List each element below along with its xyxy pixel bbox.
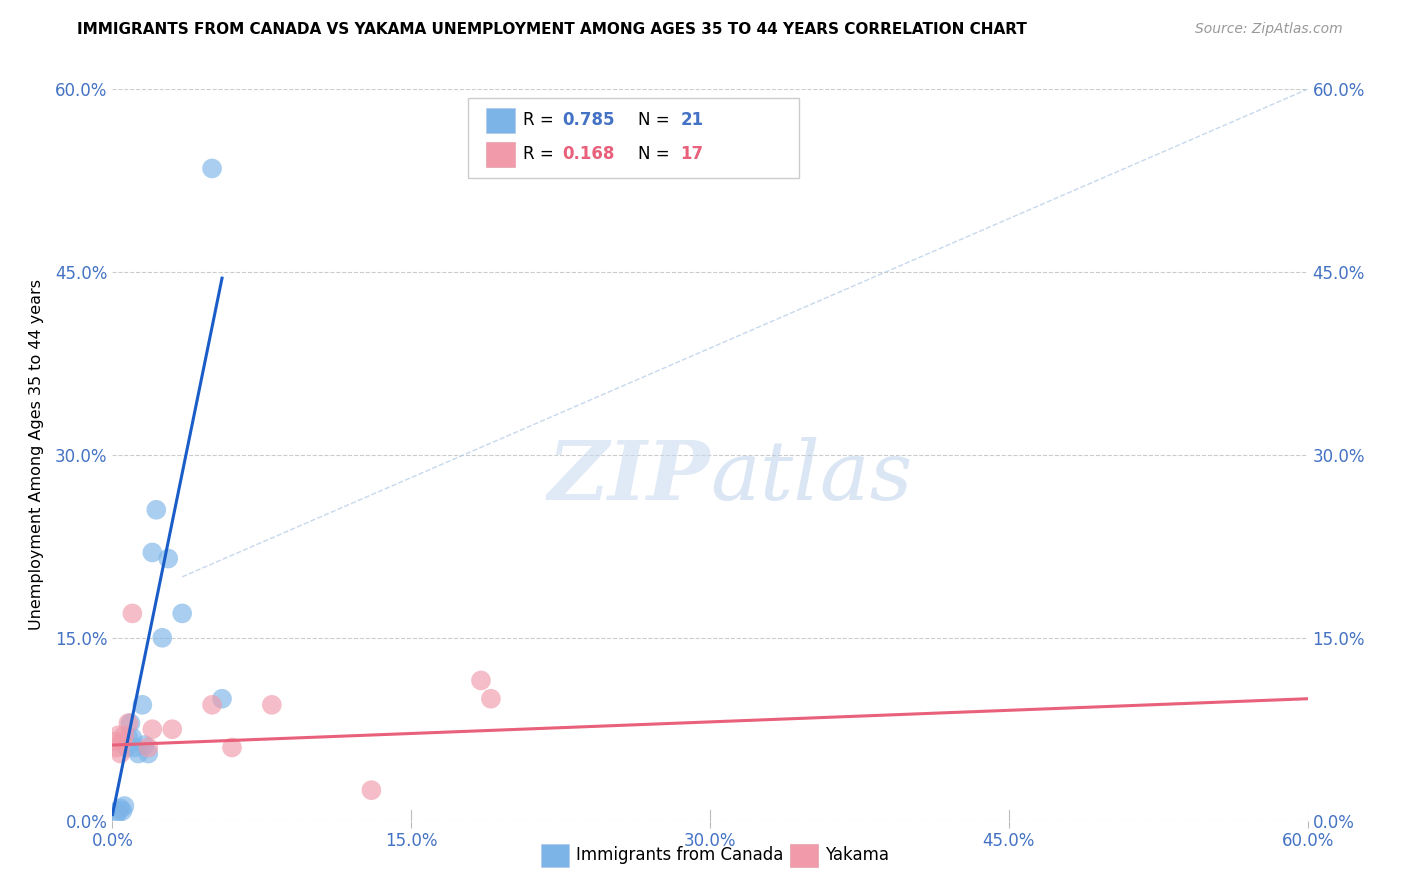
Text: N =: N = <box>638 145 675 163</box>
Point <box>114 799 135 814</box>
Point <box>172 607 194 621</box>
Point <box>103 734 125 748</box>
Point <box>134 738 156 752</box>
Point <box>110 747 132 761</box>
Point <box>105 740 128 755</box>
Point <box>110 801 132 815</box>
Point <box>138 747 160 761</box>
Point <box>260 698 283 712</box>
Point <box>127 747 149 761</box>
Point <box>114 728 135 742</box>
Point <box>121 731 143 745</box>
Point <box>150 631 173 645</box>
Point <box>111 734 134 748</box>
Point <box>201 698 224 712</box>
Text: Immigrants from Canada: Immigrants from Canada <box>576 847 783 864</box>
Point <box>138 740 160 755</box>
Point <box>145 503 167 517</box>
Point <box>360 783 382 797</box>
Point <box>107 728 129 742</box>
Point <box>470 673 492 688</box>
Point <box>131 698 153 712</box>
Text: 0.785: 0.785 <box>562 112 614 129</box>
Point <box>479 691 502 706</box>
Point <box>221 740 243 755</box>
Y-axis label: Unemployment Among Ages 35 to 44 years: Unemployment Among Ages 35 to 44 years <box>30 279 44 631</box>
Text: ZIP: ZIP <box>547 437 710 516</box>
Text: atlas: atlas <box>710 437 912 516</box>
Point <box>120 716 142 731</box>
Point <box>162 723 183 737</box>
Point <box>117 716 139 731</box>
Text: Yakama: Yakama <box>825 847 890 864</box>
Text: Source: ZipAtlas.com: Source: ZipAtlas.com <box>1195 22 1343 37</box>
Point <box>211 691 233 706</box>
Point <box>105 807 128 822</box>
Point <box>141 545 163 559</box>
Point <box>117 731 139 745</box>
Text: 21: 21 <box>681 112 703 129</box>
Text: IMMIGRANTS FROM CANADA VS YAKAMA UNEMPLOYMENT AMONG AGES 35 TO 44 YEARS CORRELAT: IMMIGRANTS FROM CANADA VS YAKAMA UNEMPLO… <box>77 22 1028 37</box>
Point <box>141 723 163 737</box>
Point <box>124 740 146 755</box>
Point <box>201 161 224 176</box>
Point <box>157 551 180 566</box>
Text: N =: N = <box>638 112 675 129</box>
Point <box>115 740 138 755</box>
Point <box>121 607 143 621</box>
Point <box>107 804 129 818</box>
Text: 17: 17 <box>681 145 703 163</box>
Text: R =: R = <box>523 145 554 163</box>
Point <box>111 804 134 818</box>
Text: 0.168: 0.168 <box>562 145 614 163</box>
Text: R =: R = <box>523 112 554 129</box>
